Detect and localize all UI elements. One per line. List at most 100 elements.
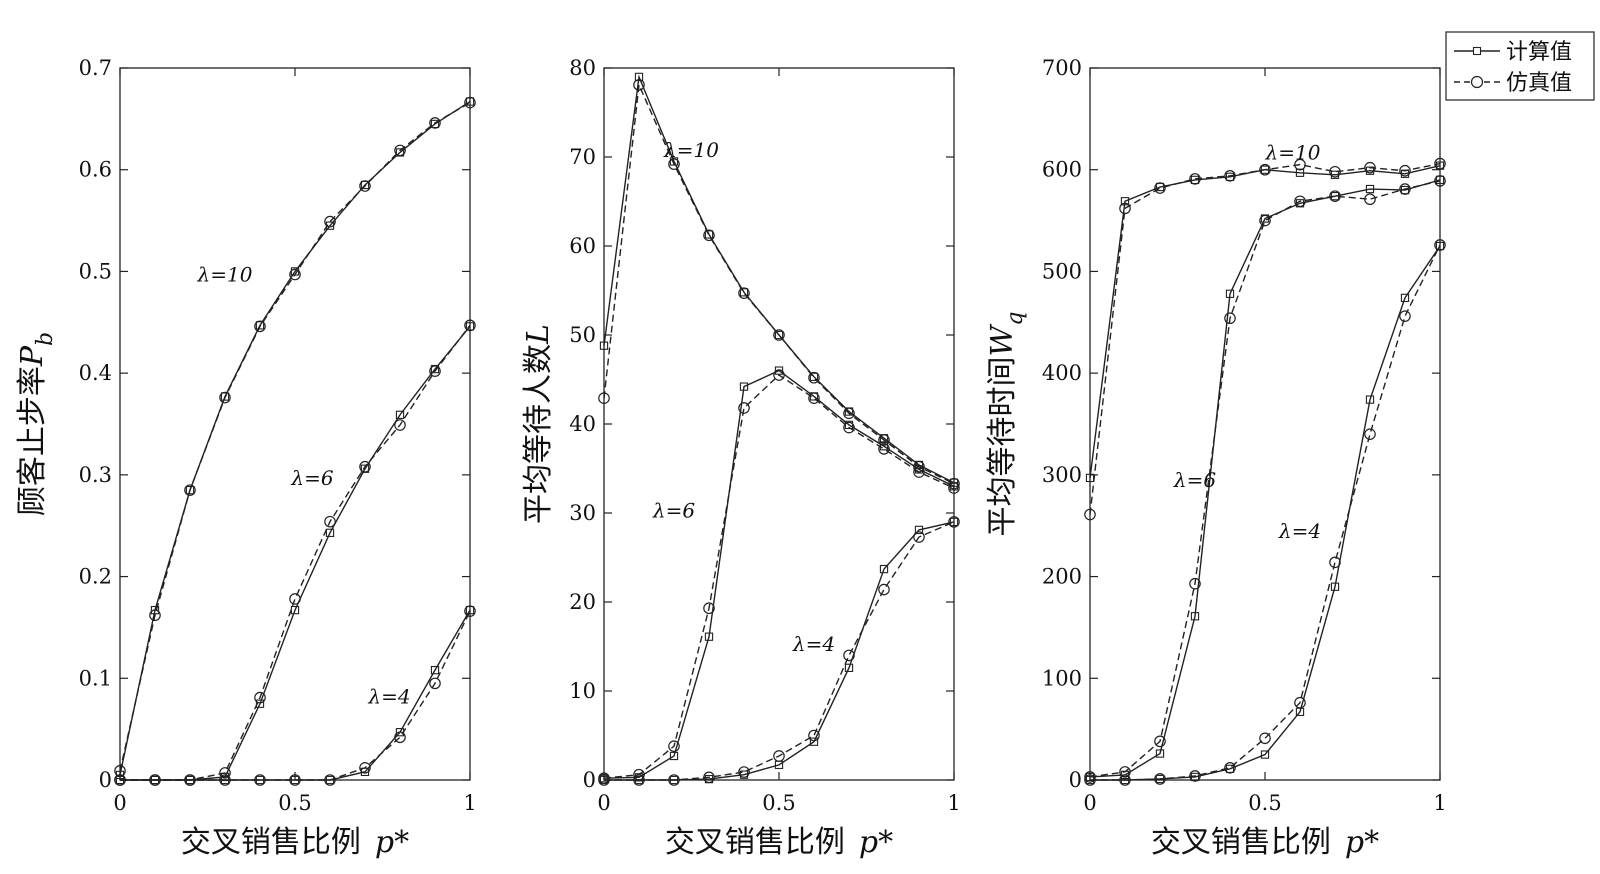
data-point-circle — [1084, 774, 1096, 786]
y-tick-label: 400 — [1042, 361, 1082, 385]
x-axis-label: 交叉销售比例 p* — [1151, 825, 1379, 860]
data-point-circle — [843, 407, 855, 420]
legend-marker-circle — [1470, 75, 1484, 89]
x-axis-label-text: 交叉销售比例 — [181, 825, 361, 860]
lambda-annotation: λ=10 — [1265, 141, 1321, 165]
y-tick-label: 300 — [1042, 463, 1082, 487]
chart-panel-1: 0 0.1 0.2 0.3 0.4 0.5 0.6 0.7 0 0.5 1 交叉销售比例 p* 顾客止步率… — [15, 56, 477, 860]
y-axis-label: 平均等待人数L — [521, 324, 556, 524]
data-point-circle — [1329, 190, 1341, 202]
series-computed-lambda-6 — [599, 366, 959, 783]
data-point-circle — [843, 421, 855, 434]
data-point-circle — [464, 605, 476, 617]
data-point-circle — [1119, 774, 1131, 786]
data-point-square — [879, 564, 889, 574]
series-simulated-lambda-4 — [1084, 239, 1446, 786]
lambda-annotation: λ=4 — [367, 685, 410, 709]
y-axis-label-subscript: q — [1003, 312, 1028, 326]
y-axis-label-symbol: W — [985, 323, 1020, 356]
data-point-circle — [773, 369, 785, 381]
data-point-circle — [633, 774, 645, 786]
y-tick-label: 700 — [1042, 56, 1082, 80]
data-point-circle — [1084, 771, 1096, 783]
data-point-circle — [1294, 696, 1306, 709]
y-tick-label: 0.1 — [79, 666, 112, 690]
series-line — [1089, 179, 1441, 778]
data-point-circle — [324, 774, 336, 786]
data-point-circle — [429, 117, 441, 129]
data-point-circle — [808, 392, 820, 404]
data-point-square — [949, 517, 959, 527]
x-tick-label: 1 — [947, 791, 960, 815]
data-point-circle — [114, 774, 126, 786]
y-tick-label: 80 — [569, 56, 596, 80]
data-point-circle — [703, 602, 715, 615]
data-point-circle — [1364, 161, 1376, 174]
series-simulated-lambda-10 — [114, 96, 476, 777]
data-point-square — [325, 528, 335, 537]
y-tick-label: 60 — [569, 234, 596, 258]
series-line — [603, 369, 955, 779]
data-point-square — [739, 288, 749, 297]
data-point-circle — [738, 766, 750, 778]
data-point-square — [430, 665, 440, 675]
series-simulated-lambda-6 — [598, 369, 960, 785]
y-tick-label: 0.7 — [79, 56, 112, 80]
series-line — [1090, 244, 1441, 781]
x-tick-label: 0.5 — [762, 791, 795, 815]
lambda-annotation: λ=6 — [290, 466, 333, 490]
data-point-circle — [219, 774, 231, 786]
data-point-circle — [738, 402, 750, 414]
data-point-circle — [913, 466, 925, 478]
data-point-square — [1120, 197, 1130, 206]
data-point-circle — [1189, 577, 1201, 590]
data-point-square — [844, 663, 854, 673]
data-point-circle — [1259, 163, 1271, 176]
data-point-circle — [1294, 195, 1306, 208]
plot-frame — [119, 67, 471, 781]
data-point-circle — [254, 774, 266, 786]
series-computed-lambda-10 — [115, 97, 475, 780]
x-tick-label: 1 — [463, 791, 476, 815]
x-axis-label-symbol: p* — [375, 825, 409, 860]
series-line — [603, 374, 955, 779]
plot-frame — [603, 67, 955, 781]
y-tick-label: 0 — [99, 768, 112, 792]
data-point-circle — [668, 740, 680, 752]
series-computed-lambda-4 — [599, 517, 959, 785]
lambda-annotation: λ=6 — [652, 498, 695, 522]
data-point-circle — [598, 774, 610, 786]
data-point-square — [1225, 289, 1235, 298]
x-tick-label: 0 — [1083, 791, 1096, 815]
series-line — [120, 609, 471, 781]
lambda-annotation: λ=4 — [1278, 519, 1321, 543]
data-point-circle — [1119, 202, 1131, 215]
x-axis-label-text: 交叉销售比例 — [665, 825, 845, 860]
lambda-annotation: λ=4 — [792, 632, 835, 656]
x-axis-label-symbol: p* — [1345, 825, 1379, 860]
series-line — [603, 82, 955, 485]
data-point-square — [809, 737, 819, 746]
data-point-circle — [1329, 556, 1341, 569]
data-point-circle — [1224, 170, 1236, 182]
y-tick-label: 70 — [569, 145, 596, 169]
data-point-circle — [1224, 312, 1236, 325]
data-point-circle — [773, 750, 785, 762]
series-line — [604, 521, 955, 781]
data-point-square — [844, 420, 854, 430]
data-point-circle — [1259, 214, 1271, 227]
data-point-circle — [254, 320, 266, 333]
x-axis-label: 交叉销售比例 p* — [665, 825, 893, 860]
y-tick-label: 40 — [569, 412, 596, 436]
series-line — [1089, 164, 1441, 478]
data-point-circle — [1434, 175, 1446, 187]
y-tick-label: 0.4 — [79, 361, 112, 385]
data-point-square — [739, 770, 749, 779]
data-point-circle — [289, 593, 301, 605]
data-point-circle — [843, 649, 855, 662]
x-tick-label: 0.5 — [278, 791, 311, 815]
data-point-circle — [878, 443, 890, 455]
y-tick-label: 0.3 — [79, 463, 112, 487]
data-point-circle — [668, 774, 680, 786]
data-point-circle — [1399, 310, 1411, 322]
